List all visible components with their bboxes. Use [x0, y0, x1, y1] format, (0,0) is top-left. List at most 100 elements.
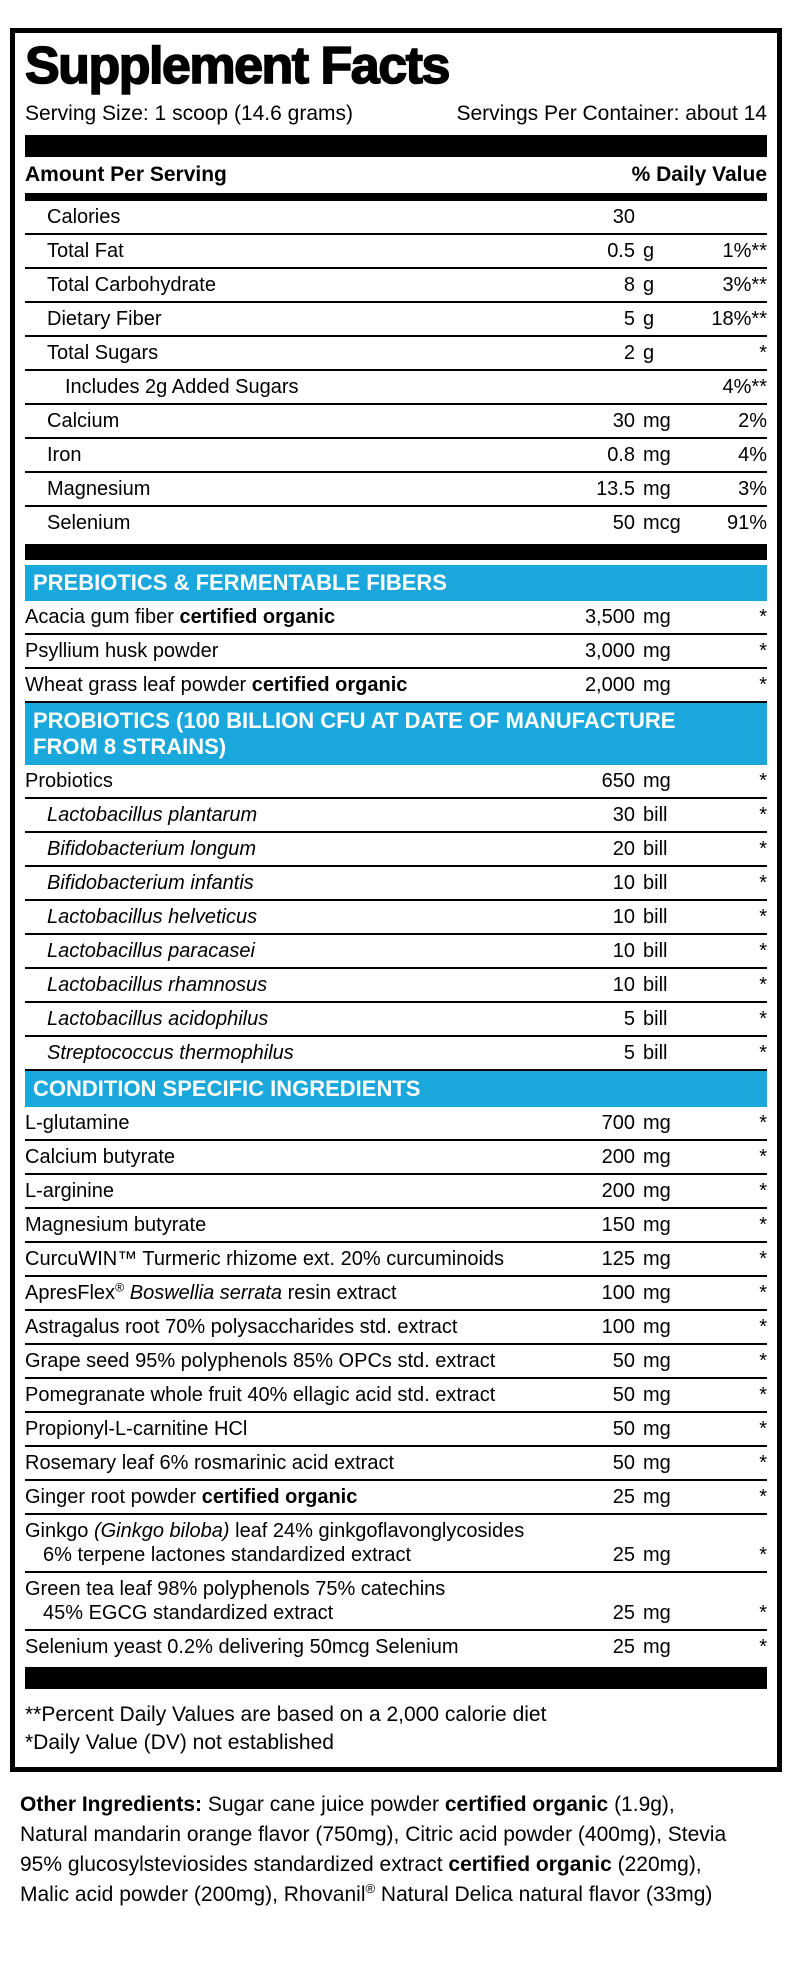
amount-unit: mg: [643, 1316, 671, 1338]
daily-value: 3%**: [722, 274, 767, 296]
ingredient-name: Pomegranate whole fruit 40% ellagic acid…: [25, 1383, 549, 1407]
amount-value: 0.8: [607, 444, 635, 466]
supplement-facts-panel: Supplement Facts Serving Size: 1 scoop (…: [10, 28, 782, 1772]
ingredient-name: Magnesium: [25, 477, 549, 501]
amount-unit: mg: [643, 1214, 671, 1236]
text-segment: Rosemary leaf 6% rosmarinic acid extract: [25, 1452, 395, 1474]
amount-unit: mg: [643, 1384, 671, 1406]
other-ingredients-line: Other Ingredients: Sugar cane juice powd…: [20, 1790, 800, 1820]
amount-unit: g: [643, 240, 655, 262]
amount-unit: mg: [643, 1544, 671, 1566]
ingredient-row: Propionyl-L-carnitine HCl 50 mg *: [25, 1411, 767, 1445]
ingredient-row: Selenium 50 mcg 91%: [25, 505, 767, 539]
ingredient-row: Lactobacillus acidophilus 5 bill *: [25, 1001, 767, 1035]
ingredient-name: Wheat grass leaf powder certified organi…: [25, 673, 549, 697]
amount-value: 700: [601, 1112, 635, 1134]
ingredient-name: Selenium yeast 0.2% delivering 50mcg Sel…: [25, 1635, 549, 1659]
text-segment: Magnesium butyrate: [25, 1214, 207, 1236]
text-segment: ®: [365, 1881, 376, 1896]
ingredient-row: CurcuWIN™ Turmeric rhizome ext. 20% curc…: [25, 1241, 767, 1275]
amount-value: 125: [601, 1248, 635, 1270]
amount-unit: mg: [643, 1486, 671, 1508]
text-segment: Acacia gum fiber: [25, 606, 180, 628]
amount-unit: mg: [643, 1282, 671, 1304]
amount-value: 5: [623, 308, 635, 330]
text-segment: resin extract: [282, 1282, 397, 1304]
text-segment: ®: [115, 1280, 125, 1295]
other-ingredients-line: 95% glucosylsteviosides standardized ext…: [20, 1850, 800, 1880]
amount-unit: bill: [643, 872, 668, 894]
ingredient-name: Lactobacillus acidophilus: [25, 1007, 549, 1031]
ingredient-group-condition-specific: L-glutamine 700 mg * Calcium butyrate 200 mg * L…: [25, 1107, 767, 1663]
ingredient-row: Includes 2g Added Sugars 4%**: [25, 369, 767, 403]
text-segment: Malic acid powder (200mg), Rhovanil: [20, 1883, 366, 1906]
text-segment: Probiotics: [25, 770, 113, 792]
ingredient-row: Acacia gum fiber certified organic 3,500 m…: [25, 601, 767, 633]
daily-value: *: [759, 906, 767, 928]
text-segment: Natural Delica natural flavor (33mg): [375, 1883, 713, 1906]
daily-value: *: [759, 1146, 767, 1168]
daily-value: *: [759, 1418, 767, 1440]
amount-value: 100: [601, 1316, 635, 1338]
ingredient-name: Selenium: [25, 511, 549, 535]
daily-value: *: [759, 974, 767, 996]
amount-unit: g: [643, 342, 655, 364]
ingredient-name: Total Carbohydrate: [25, 273, 549, 297]
daily-value: *: [759, 342, 767, 364]
amount-value: 30: [612, 410, 635, 432]
daily-value: *: [759, 1042, 767, 1064]
amount-unit: mg: [643, 478, 671, 500]
daily-value: 2%: [738, 410, 767, 432]
text-segment: Wheat grass leaf powder: [25, 674, 252, 696]
amount-unit: mg: [643, 1418, 671, 1440]
daily-value: *: [759, 770, 767, 792]
text-segment: Bifidobacterium infantis: [47, 872, 254, 894]
ingredient-name: Calcium butyrate: [25, 1145, 549, 1169]
ingredient-name: L-glutamine: [25, 1111, 549, 1135]
amount-value: 3,500: [584, 606, 635, 628]
text-segment: Total Fat: [47, 240, 124, 262]
ingredient-row: Pomegranate whole fruit 40% ellagic acid…: [25, 1377, 767, 1411]
daily-value: *: [759, 1452, 767, 1474]
daily-value: 4%: [738, 444, 767, 466]
text-segment: 45% EGCG standardized extract: [43, 1602, 334, 1624]
ingredient-name: Calcium: [25, 409, 549, 433]
ingredient-name: L-arginine: [25, 1179, 549, 1203]
daily-value: 1%**: [722, 240, 767, 262]
text-segment: Total Carbohydrate: [47, 274, 216, 296]
ingredient-name: Ginger root powder certified organic: [25, 1485, 549, 1509]
divider-bar: [25, 544, 767, 560]
footnote: **Percent Daily Values are based on a 2,…: [25, 1703, 547, 1726]
other-ingredients-line: Malic acid powder (200mg), Rhovanil® Nat…: [20, 1880, 800, 1910]
amount-unit: mg: [643, 1180, 671, 1202]
daily-value: *: [759, 640, 767, 662]
ingredient-name: Includes 2g Added Sugars: [25, 375, 549, 399]
amount-unit: mg: [643, 640, 671, 662]
amount-unit: mg: [643, 674, 671, 696]
ingredient-name: Magnesium butyrate: [25, 1213, 549, 1237]
text-segment: Ginger root powder: [25, 1486, 202, 1508]
daily-value: 18%**: [711, 308, 767, 330]
text-segment: Includes 2g Added Sugars: [65, 376, 299, 398]
daily-value: 4%**: [722, 376, 767, 398]
ingredient-row: Probiotics 650 mg *: [25, 765, 767, 797]
ingredient-row: Ginkgo (Ginkgo biloba) leaf 24% ginkgofl…: [25, 1513, 767, 1571]
amount-value: 200: [601, 1146, 635, 1168]
divider-bar: [25, 1667, 767, 1689]
ingredient-row: Bifidobacterium infantis 10 bill *: [25, 865, 767, 899]
amount-unit: mg: [643, 444, 671, 466]
ingredient-row: Ginger root powder certified organic 25 mg…: [25, 1479, 767, 1513]
ingredient-row: Lactobacillus plantarum 30 bill *: [25, 797, 767, 831]
ingredient-row: L-arginine 200 mg *: [25, 1173, 767, 1207]
amount-value: 10: [612, 906, 635, 928]
text-segment: CurcuWIN™ Turmeric rhizome ext. 20% curc…: [25, 1248, 505, 1270]
text-segment: Selenium: [47, 512, 131, 534]
section-header-line: PREBIOTICS & FERMENTABLE FIBERS: [33, 570, 447, 595]
text-segment: certified organic: [201, 1486, 358, 1508]
prebiotics-header: PREBIOTICS & FERMENTABLE FIBERS: [25, 565, 767, 601]
daily-value: *: [759, 1112, 767, 1134]
ingredient-name: Rosemary leaf 6% rosmarinic acid extract: [25, 1451, 549, 1475]
text-segment: L-arginine: [25, 1180, 114, 1202]
amount-value: 3,000: [584, 640, 635, 662]
amount-per-serving-header: Amount Per Serving: [25, 163, 227, 186]
